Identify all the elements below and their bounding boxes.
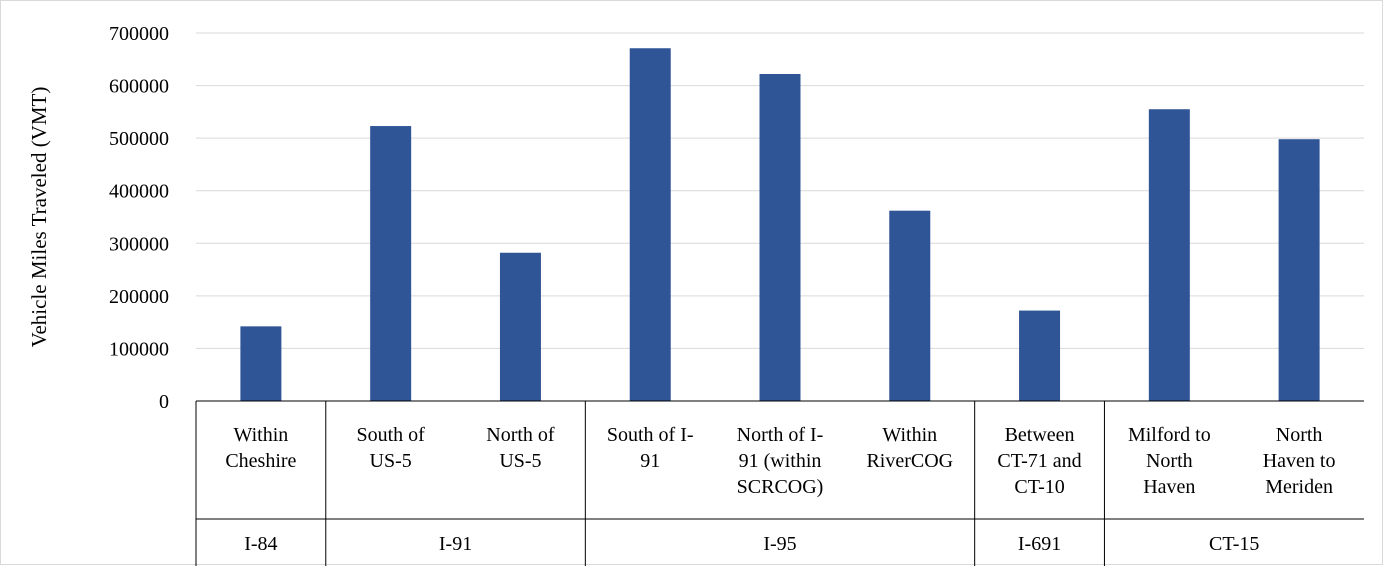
y-tick-label: 400000 [109,181,169,203]
bar [240,326,282,401]
y-tick-label: 600000 [109,76,169,98]
category-label: South of I- [607,424,694,446]
bar [1278,139,1320,402]
group-label: I-91 [439,533,472,555]
y-tick-label: 700000 [109,23,169,45]
category-label: Cheshire [225,450,296,472]
category-label: Haven [1143,476,1195,498]
y-tick-label: 100000 [109,338,169,360]
group-label: I-691 [1018,533,1061,555]
category-label: Milford to [1128,424,1211,446]
bar [629,48,671,401]
category-label: Between [1005,424,1075,446]
category-label: SCRCOG) [737,476,824,498]
group-label: I-95 [763,533,796,555]
category-label: CT-71 and [997,450,1081,472]
category-label: North of [486,424,555,446]
category-label: South of [356,424,425,446]
bar [370,126,412,402]
category-label: RiverCOG [866,450,953,472]
category-label: Within [882,424,937,446]
y-tick-labels: 0 100000 200000 300000 400000 500000 600000 700… [109,23,169,413]
category-label: North [1146,450,1193,472]
y-axis-label: Vehicle Miles Traveled (VMT) [27,87,51,348]
bar [759,74,801,402]
bar [1019,310,1061,401]
bars [240,48,1320,402]
category-labels: Within Cheshire South of US-5 North of US-5 So… [225,424,1335,555]
group-label: I-84 [244,533,277,555]
bar [889,210,931,401]
y-tick-label: 300000 [109,233,169,255]
category-label: Within [234,424,289,446]
bar [1148,109,1190,401]
category-label: CT-10 [1014,476,1064,498]
y-tick-label: 0 [159,391,169,413]
category-label: North [1276,424,1323,446]
category-label: North of I- [737,424,824,446]
y-tick-label: 500000 [109,128,169,150]
category-label: Haven to [1263,450,1336,472]
y-tick-label: 200000 [109,286,169,308]
group-label: CT-15 [1209,533,1259,555]
category-axis-table [195,400,1364,566]
category-label: 91 [640,450,660,472]
category-label: 91 (within [739,450,822,472]
category-label: US-5 [499,450,541,472]
category-label: Meriden [1265,476,1333,498]
bar [499,252,541,401]
category-label: US-5 [370,450,412,472]
